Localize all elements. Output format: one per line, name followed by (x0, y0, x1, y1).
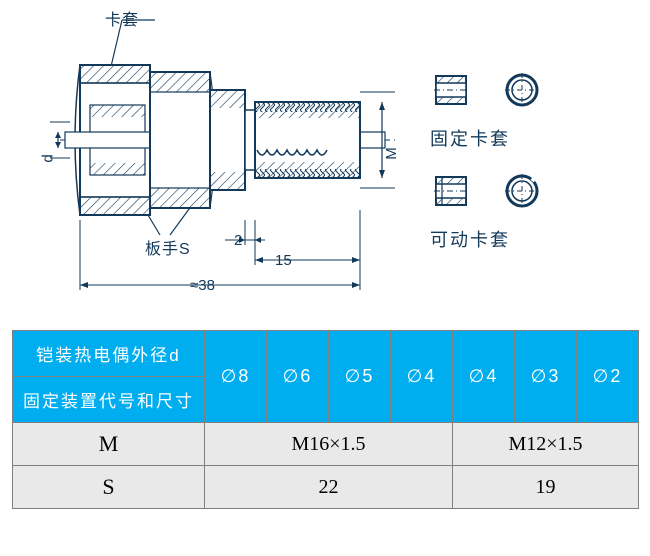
movable-hex-icon (430, 171, 472, 211)
table-row: S 22 19 (13, 466, 639, 509)
dia-col: ∅3 (515, 331, 577, 423)
movable-collar-label: 可动卡套 (430, 226, 590, 252)
cell-S22: 22 (205, 466, 453, 509)
table-row: 铠装热电偶外径d ∅8 ∅6 ∅5 ∅4 ∅4 ∅3 ∅2 (13, 331, 639, 377)
row-label-M: M (13, 423, 205, 466)
table-row: M M16×1.5 M12×1.5 (13, 423, 639, 466)
parts-icons: 固定卡套 可动卡套 (430, 70, 590, 252)
dia-col: ∅4 (391, 331, 453, 423)
engineering-diagram: 卡套 板手S d M 2 15 ≈38 (0, 0, 650, 310)
cell-M16: M16×1.5 (205, 423, 453, 466)
spec-table-wrap: 铠装热电偶外径d ∅8 ∅6 ∅5 ∅4 ∅4 ∅3 ∅2 固定装置代号和尺寸 … (12, 330, 638, 509)
dia-col: ∅2 (577, 331, 639, 423)
cell-S19: 19 (453, 466, 639, 509)
spec-table: 铠装热电偶外径d ∅8 ∅6 ∅5 ∅4 ∅4 ∅3 ∅2 固定装置代号和尺寸 … (12, 330, 639, 509)
cell-M12: M12×1.5 (453, 423, 639, 466)
fixed-collar-row (430, 70, 590, 110)
dia-col: ∅6 (267, 331, 329, 423)
fixed-ring-icon (502, 70, 542, 110)
header-left-top: 铠装热电偶外径d (13, 331, 205, 377)
fitting-drawing (50, 10, 410, 300)
dia-col: ∅5 (329, 331, 391, 423)
dia-col: ∅4 (453, 331, 515, 423)
movable-collar-row (430, 171, 590, 211)
header-left-bottom: 固定装置代号和尺寸 (13, 377, 205, 423)
row-label-S: S (13, 466, 205, 509)
movable-ring-icon (502, 171, 542, 211)
fixed-hex-icon (430, 70, 472, 110)
dia-col: ∅8 (205, 331, 267, 423)
fixed-collar-label: 固定卡套 (430, 125, 590, 151)
